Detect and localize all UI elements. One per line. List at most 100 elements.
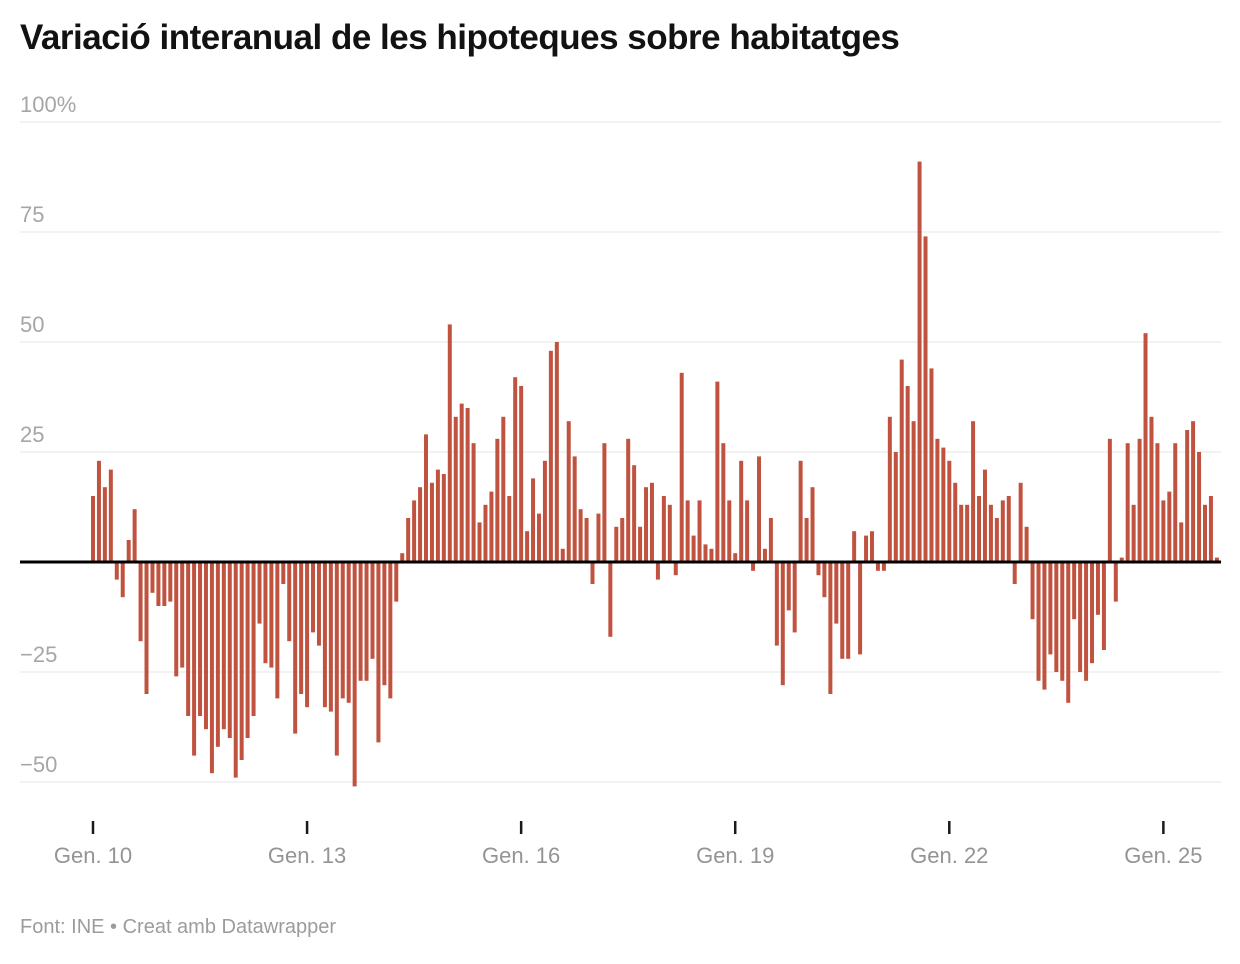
bar[interactable] — [382, 562, 387, 686]
bar[interactable] — [1119, 557, 1124, 562]
bar[interactable] — [126, 540, 131, 562]
bar[interactable] — [953, 482, 958, 562]
bar[interactable] — [566, 421, 571, 562]
bar[interactable] — [221, 562, 226, 730]
bar[interactable] — [1036, 562, 1041, 681]
bar[interactable] — [102, 487, 107, 562]
bar[interactable] — [400, 553, 405, 562]
bar[interactable] — [477, 522, 482, 562]
bar[interactable] — [971, 421, 976, 562]
bar[interactable] — [828, 562, 833, 694]
bar[interactable] — [667, 504, 672, 562]
bar[interactable] — [929, 368, 934, 562]
bar[interactable] — [233, 562, 238, 778]
bar[interactable] — [1024, 526, 1029, 562]
bar[interactable] — [804, 518, 809, 562]
bar[interactable] — [584, 518, 589, 562]
bar[interactable] — [1203, 504, 1207, 562]
bar[interactable] — [762, 548, 767, 562]
bar[interactable] — [108, 469, 113, 562]
bar[interactable] — [620, 518, 625, 562]
bar[interactable] — [150, 562, 155, 593]
bar[interactable] — [453, 416, 458, 562]
bar[interactable] — [1173, 443, 1178, 562]
bar[interactable] — [1167, 491, 1172, 562]
bar[interactable] — [988, 504, 993, 562]
bar[interactable] — [91, 496, 95, 562]
bar[interactable] — [816, 562, 821, 576]
bar[interactable] — [495, 438, 500, 562]
bar[interactable] — [1072, 562, 1077, 620]
bar[interactable] — [215, 562, 220, 747]
bar[interactable] — [1012, 562, 1017, 584]
bar[interactable] — [1095, 562, 1100, 615]
bar[interactable] — [638, 526, 643, 562]
bar[interactable] — [935, 438, 940, 562]
bar[interactable] — [858, 562, 863, 655]
bar[interactable] — [1060, 562, 1065, 681]
bar[interactable] — [1155, 443, 1160, 562]
bar[interactable] — [406, 518, 411, 562]
bar[interactable] — [352, 562, 357, 787]
bar[interactable] — [501, 416, 506, 562]
bar[interactable] — [840, 562, 845, 659]
bar[interactable] — [531, 478, 536, 562]
bar[interactable] — [269, 562, 274, 668]
bar[interactable] — [590, 562, 595, 584]
bar[interactable] — [881, 562, 886, 571]
bar[interactable] — [1066, 562, 1071, 703]
bar[interactable] — [1197, 452, 1202, 562]
bar[interactable] — [810, 487, 815, 562]
bar[interactable] — [519, 386, 524, 562]
bar[interactable] — [1214, 557, 1219, 562]
bar[interactable] — [489, 491, 494, 562]
bar[interactable] — [685, 500, 690, 562]
bar[interactable] — [162, 562, 167, 606]
bar[interactable] — [1191, 421, 1196, 562]
bar[interactable] — [1179, 522, 1184, 562]
bar[interactable] — [1137, 438, 1142, 562]
bar[interactable] — [614, 526, 619, 562]
bar[interactable] — [1125, 443, 1130, 562]
bar[interactable] — [846, 562, 851, 659]
bar[interactable] — [328, 562, 333, 712]
bar[interactable] — [822, 562, 827, 598]
bar[interactable] — [132, 509, 137, 562]
bar[interactable] — [1054, 562, 1059, 672]
bar[interactable] — [1090, 562, 1095, 664]
bar[interactable] — [875, 562, 880, 571]
bar[interactable] — [429, 482, 434, 562]
bar[interactable] — [203, 562, 208, 730]
bar[interactable] — [554, 342, 559, 562]
bar[interactable] — [959, 504, 964, 562]
bar[interactable] — [180, 562, 185, 668]
bar[interactable] — [864, 535, 869, 562]
bar[interactable] — [941, 447, 946, 562]
bar[interactable] — [263, 562, 268, 664]
bar[interactable] — [465, 408, 470, 562]
bar[interactable] — [745, 500, 750, 562]
bar[interactable] — [834, 562, 839, 624]
bar[interactable] — [1113, 562, 1118, 602]
bar[interactable] — [602, 443, 607, 562]
bar[interactable] — [673, 562, 678, 576]
bar[interactable] — [311, 562, 316, 633]
bar[interactable] — [905, 386, 910, 562]
bar[interactable] — [596, 513, 601, 562]
bar[interactable] — [1042, 562, 1047, 690]
bar[interactable] — [1006, 496, 1011, 562]
bar[interactable] — [168, 562, 173, 602]
bar[interactable] — [751, 562, 756, 571]
bar[interactable] — [275, 562, 280, 699]
bar[interactable] — [798, 460, 803, 562]
bar[interactable] — [1078, 562, 1083, 672]
bar[interactable] — [661, 496, 666, 562]
bar[interactable] — [96, 460, 101, 562]
bar[interactable] — [418, 487, 423, 562]
bar[interactable] — [1149, 416, 1154, 562]
bar[interactable] — [608, 562, 613, 637]
bar[interactable] — [120, 562, 125, 598]
bar[interactable] — [757, 456, 762, 562]
bar[interactable] — [1208, 496, 1213, 562]
bar[interactable] — [893, 452, 898, 562]
